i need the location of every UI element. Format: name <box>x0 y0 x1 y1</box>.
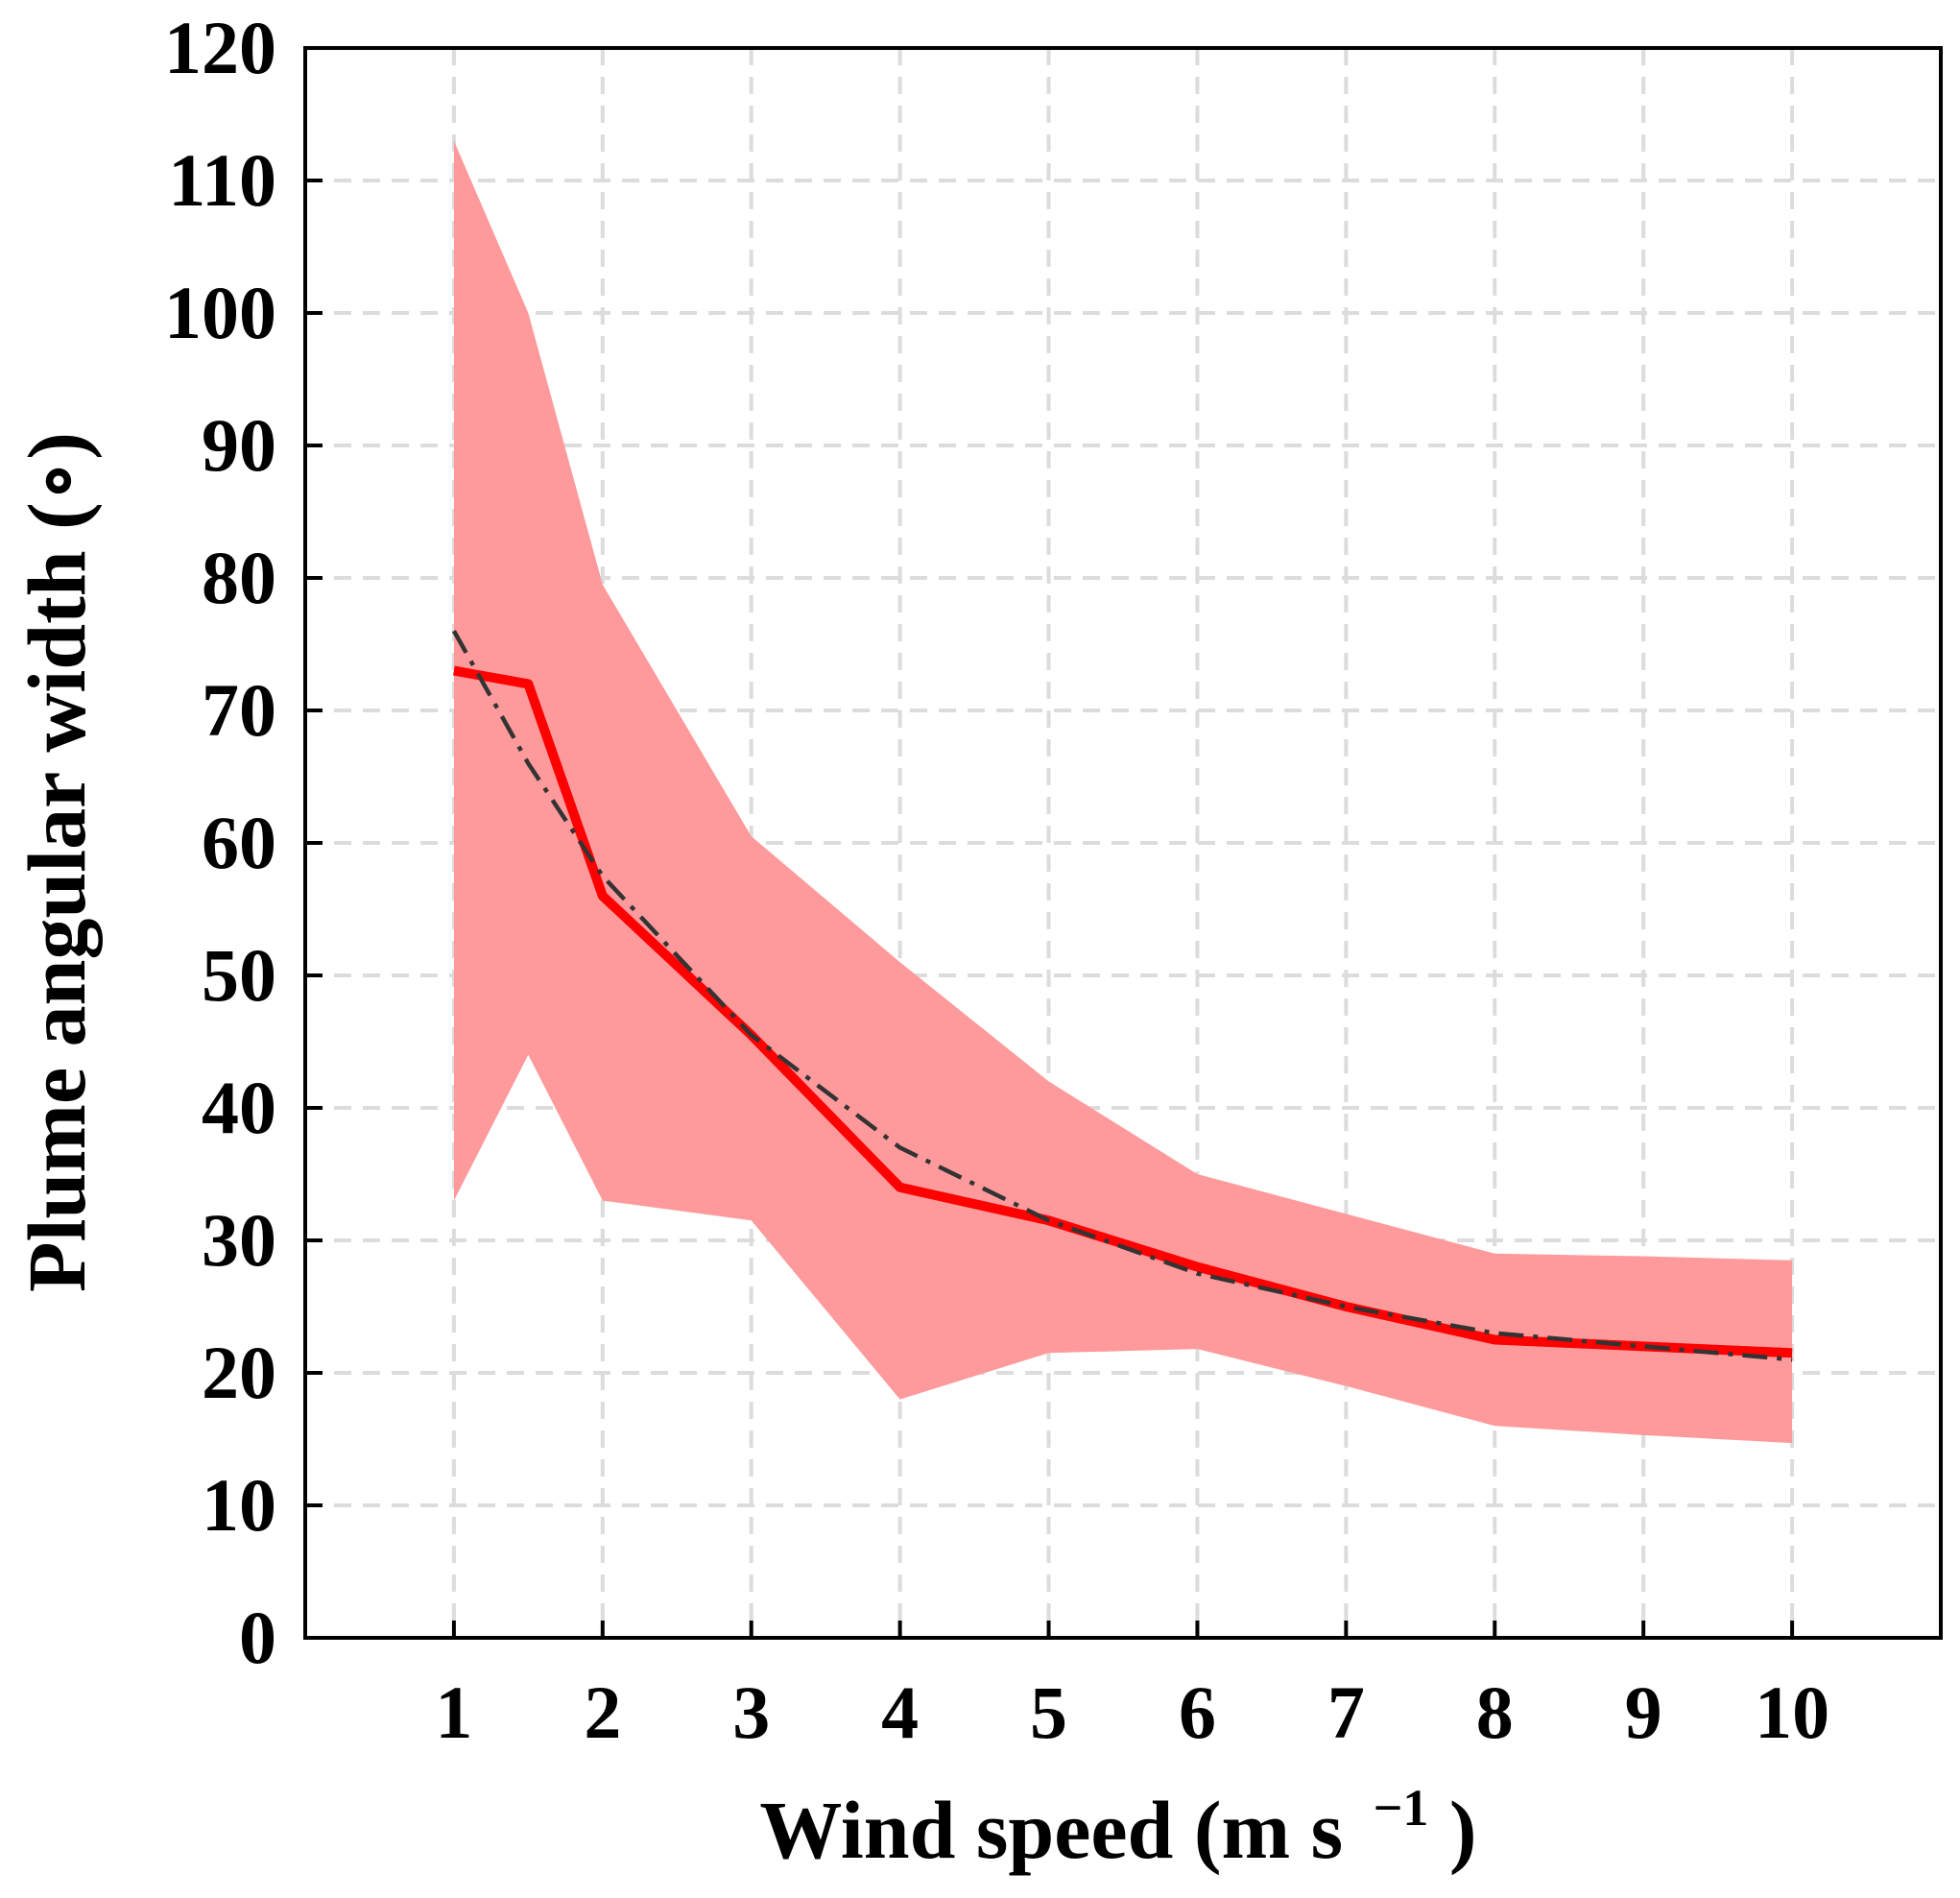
y-tick-label: 40 <box>202 1066 276 1149</box>
y-tick-label: 80 <box>202 536 276 619</box>
y-tick-label: 120 <box>164 6 276 89</box>
y-tick-label: 110 <box>168 138 276 222</box>
x-tick-label: 7 <box>1327 1670 1365 1754</box>
x-axis-label-main: Wind speed (m s <box>759 1784 1343 1876</box>
y-tick-label: 10 <box>202 1463 276 1547</box>
x-tick-label: 2 <box>584 1670 621 1754</box>
series-layer <box>451 630 1793 1362</box>
y-tick-label: 0 <box>239 1596 276 1679</box>
y-tick-label: 60 <box>202 801 276 884</box>
x-tick-label: 10 <box>1755 1670 1829 1754</box>
x-tick-label: 5 <box>1030 1670 1067 1754</box>
x-axis-label-close: ) <box>1449 1784 1477 1876</box>
series-line-dashdot <box>451 630 1793 1362</box>
x-axis-label-exponent: −1 <box>1374 1779 1429 1837</box>
y-tick-label: 30 <box>202 1198 276 1282</box>
range-band <box>453 140 1793 1444</box>
y-tick-label: 50 <box>202 933 276 1017</box>
x-tick-label: 1 <box>435 1670 472 1754</box>
x-tick-label: 4 <box>881 1670 919 1754</box>
x-tick-label: 3 <box>732 1670 770 1754</box>
y-tick-label: 90 <box>202 403 276 487</box>
ticks <box>305 46 1795 1640</box>
x-tick-label: 9 <box>1625 1670 1662 1754</box>
y-axis-label: Plume angular width (∘) <box>11 432 103 1292</box>
x-tick-label: 8 <box>1476 1670 1514 1754</box>
y-tick-label: 20 <box>202 1331 276 1414</box>
y-tick-label: 70 <box>202 668 276 752</box>
x-axis-label: Wind speed (m s −1 ) <box>759 1751 1476 1876</box>
x-tick-label: 6 <box>1179 1670 1216 1754</box>
y-tick-label: 100 <box>164 271 276 354</box>
